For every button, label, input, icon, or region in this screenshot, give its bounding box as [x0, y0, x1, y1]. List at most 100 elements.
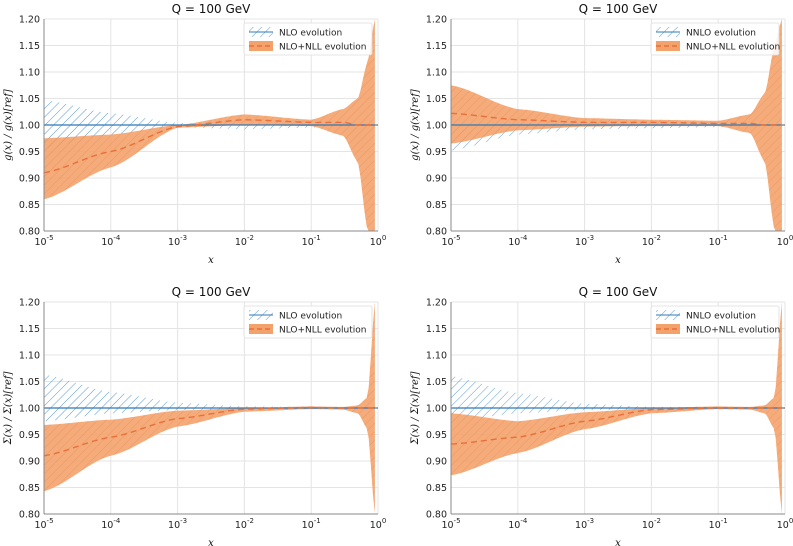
y-tick-label: 0.95 [19, 430, 40, 441]
x-tick-label: 10-4 [508, 517, 528, 531]
band-hatched-blue [451, 376, 782, 422]
x-tick-label: 10-2 [235, 517, 254, 531]
y-tick-label: 1.00 [19, 404, 40, 415]
x-tick-label: 10-2 [642, 234, 661, 248]
x-tick-label: 10-4 [101, 517, 121, 531]
y-tick-label: 1.15 [426, 41, 447, 52]
x-tick-label: 10-1 [709, 517, 728, 531]
y-tick-label: 0.80 [19, 510, 40, 521]
y-axis-label: g(x) / g(x)[ref] [3, 89, 14, 161]
legend-frame [650, 305, 780, 339]
legend: NNLO evolution NNLO+NLL evolution [650, 22, 780, 56]
legend-label: NNLO+NLL evolution [686, 326, 780, 336]
x-tick-label: 10-5 [441, 234, 460, 248]
line-orange-band [451, 112, 782, 126]
legend-label: NLO evolution [279, 29, 342, 39]
y-tick-label: 1.10 [19, 68, 40, 79]
y-tick-label: 1.10 [426, 68, 447, 79]
y-tick-label: 0.85 [19, 483, 40, 494]
chart-title: Q = 100 GeV [579, 285, 659, 299]
legend-frame [650, 22, 780, 56]
chart-title: Q = 100 GeV [579, 2, 659, 16]
y-tick-label: 1.05 [19, 377, 40, 388]
x-tick-label: 10-4 [101, 234, 121, 248]
y-tick-label: 1.15 [19, 41, 40, 52]
y-axis-label: g(x) / g(x)[ref] [410, 89, 421, 161]
y-tick-label: 1.20 [426, 15, 447, 26]
x-tick-label: 10-3 [168, 517, 187, 531]
x-tick-label: 100 [370, 517, 387, 531]
y-tick-label: 1.05 [19, 94, 40, 105]
legend-label: NLO+NLL evolution [279, 326, 367, 336]
plot-contents [451, 19, 785, 231]
band-hatched-blue [44, 374, 375, 422]
y-tick-label: 0.80 [426, 227, 447, 238]
x-tick-label: 10-1 [302, 234, 321, 248]
x-tick-label: 100 [370, 234, 387, 248]
y-tick-label: 1.20 [426, 298, 447, 309]
x-tick-label: 10-5 [34, 517, 53, 531]
y-tick-label: 0.85 [19, 200, 40, 211]
y-tick-label: 1.10 [19, 351, 40, 362]
plot-contents [44, 302, 378, 514]
y-tick-label: 1.20 [19, 298, 40, 309]
line-orange-band [451, 407, 782, 445]
plot-contents [44, 19, 378, 231]
x-tick-label: 10-3 [575, 234, 594, 248]
y-tick-label: 1.15 [19, 324, 40, 335]
x-tick-label: 100 [777, 517, 793, 531]
legend-label: NLO evolution [279, 312, 342, 322]
x-axis-label: x [615, 538, 621, 546]
y-tick-label: 0.85 [426, 200, 447, 211]
x-tick-label: 10-2 [235, 234, 254, 248]
y-tick-label: 0.85 [426, 483, 447, 494]
legend-label: NLO+NLL evolution [279, 43, 367, 53]
x-tick-label: 10-1 [709, 234, 728, 248]
x-axis-label: x [208, 538, 214, 546]
y-axis-label: Σ(x) / Σ(x)[ref] [3, 371, 14, 445]
y-tick-label: 0.80 [19, 227, 40, 238]
x-axis-label: x [615, 255, 621, 266]
legend-label: NNLO+NLL evolution [686, 43, 780, 53]
y-tick-label: 1.10 [426, 351, 447, 362]
y-tick-label: 1.00 [426, 404, 447, 415]
legend-label: NNLO evolution [686, 29, 756, 39]
y-tick-label: 1.00 [19, 121, 40, 132]
y-tick-label: 1.15 [426, 324, 447, 335]
x-tick-label: 10-2 [642, 517, 661, 531]
y-tick-label: 0.90 [426, 457, 447, 468]
legend-frame [243, 22, 373, 56]
x-tick-label: 100 [777, 234, 793, 248]
y-tick-label: 1.05 [426, 377, 447, 388]
chart-panel-0: 0.80 0.85 0.90 0.95 1.00 1.05 1.10 1.15 1.20 10-5… [3, 2, 386, 266]
plot-contents [451, 302, 785, 514]
chart-panel-1: 0.80 0.85 0.90 0.95 1.00 1.05 1.10 1.15 1.20 10-5… [410, 2, 793, 266]
y-tick-label: 0.80 [426, 510, 447, 521]
y-tick-label: 1.20 [19, 15, 40, 26]
x-axis-label: x [208, 255, 214, 266]
legend-label: NNLO evolution [686, 312, 756, 322]
y-tick-label: 0.90 [19, 457, 40, 468]
y-tick-label: 1.00 [426, 121, 447, 132]
legend-frame [243, 305, 373, 339]
y-tick-label: 0.90 [426, 174, 447, 185]
y-tick-label: 0.95 [426, 147, 447, 158]
x-tick-label: 10-5 [441, 517, 460, 531]
x-tick-label: 10-4 [508, 234, 528, 248]
y-tick-label: 0.90 [19, 174, 40, 185]
legend: NLO evolution NLO+NLL evolution [243, 22, 373, 56]
y-axis-label: Σ(x) / Σ(x)[ref] [410, 371, 421, 445]
legend: NLO evolution NLO+NLL evolution [243, 305, 373, 339]
chart-panel-2: 0.80 0.85 0.90 0.95 1.00 1.05 1.10 1.15 1.20 10-5… [3, 285, 386, 546]
x-tick-label: 10-3 [575, 517, 594, 531]
chart-title: Q = 100 GeV [172, 285, 252, 299]
chart-panel-3: 0.80 0.85 0.90 0.95 1.00 1.05 1.10 1.15 1.20 10-5… [410, 285, 793, 546]
y-tick-label: 1.05 [426, 94, 447, 105]
x-tick-label: 10-3 [168, 234, 187, 248]
line-orange-band [44, 118, 375, 174]
x-tick-label: 10-5 [34, 234, 53, 248]
y-tick-label: 0.95 [19, 147, 40, 158]
chart-title: Q = 100 GeV [172, 2, 252, 16]
line-orange-band [44, 406, 375, 457]
